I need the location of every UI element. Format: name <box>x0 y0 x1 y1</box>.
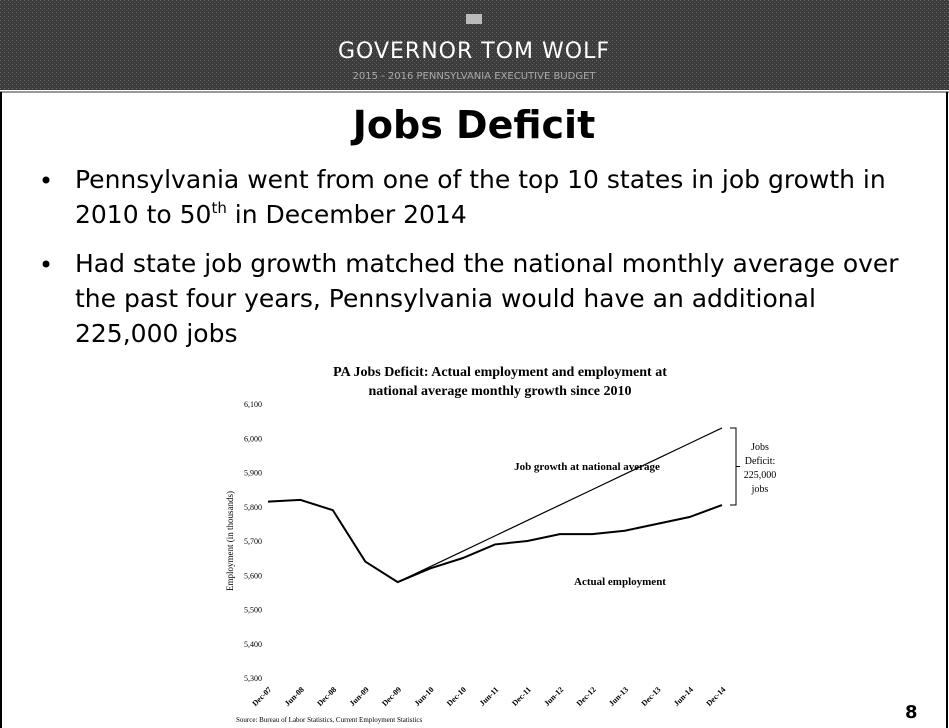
x-tick-label: Dec-08 <box>315 685 338 708</box>
x-tick-label: Dec-07 <box>250 685 273 708</box>
bullet-text: 2010 to 50 <box>75 200 211 229</box>
bullet-text: Had state job growth matched the nationa… <box>75 249 899 278</box>
deficit-label: Jobs <box>751 442 769 453</box>
page-number: 8 <box>905 702 918 723</box>
x-tick-label: Jun-09 <box>348 685 371 708</box>
x-tick-label: Jun-08 <box>283 685 306 708</box>
chart-title: PA Jobs Deficit: Actual employment and e… <box>333 365 667 380</box>
chart-source: Source: Bureau of Labor Statistics, Curr… <box>236 716 423 724</box>
x-tick-label: Dec-12 <box>575 685 598 708</box>
bullet-line: the past four years, Pennsylvania would … <box>75 284 816 313</box>
series-label-text: Job growth at national average <box>514 461 660 473</box>
x-tick-label: Jun-12 <box>542 685 565 708</box>
bullet-line: 225,000 jobs <box>75 319 237 348</box>
bullet-dot <box>42 176 50 184</box>
x-tick-label: Dec-13 <box>640 685 663 708</box>
y-tick-label: 5,500 <box>244 606 262 615</box>
series-label: Actual employment <box>574 576 666 588</box>
x-tick-label: Jun-13 <box>607 685 630 708</box>
y-tick-label: 5,400 <box>244 640 262 649</box>
y-tick-label: 5,800 <box>244 503 262 512</box>
y-axis-label: Employment (in thousands) <box>225 491 235 591</box>
y-tick-label: 5,900 <box>244 469 262 478</box>
y-tick-label: 6,000 <box>244 434 262 443</box>
deficit-label: 225,000 <box>744 470 777 481</box>
bullet-line: Pennsylvania went from one of the top 10… <box>75 165 886 194</box>
slide-title: Jobs Deficit <box>350 103 596 147</box>
x-tick-label: Jun-14 <box>672 685 695 708</box>
chart-title: national average monthly growth since 20… <box>368 384 631 399</box>
superscript: th <box>211 199 226 217</box>
x-tick-label: Dec-14 <box>704 685 727 708</box>
header-icon <box>466 14 482 24</box>
bullet-text: in December 2014 <box>227 200 467 229</box>
bullet-text: the past four years, Pennsylvania would … <box>75 284 816 313</box>
bullet-text: Pennsylvania went from one of the top 10… <box>75 165 886 194</box>
bullet-line: Had state job growth matched the nationa… <box>75 249 899 278</box>
series-label: Job growth at national average <box>514 461 660 473</box>
bullet-line: 2010 to 50th in December 2014 <box>75 199 467 229</box>
y-tick-label: 6,100 <box>244 400 262 409</box>
y-tick-label: 5,700 <box>244 537 262 546</box>
header-title: GOVERNOR TOM WOLF <box>338 39 610 64</box>
deficit-bracket <box>730 427 740 506</box>
y-tick-label: 5,300 <box>244 674 262 683</box>
x-tick-label: Dec-11 <box>510 685 533 708</box>
deficit-label: Deficit: <box>745 456 776 467</box>
series-line <box>397 427 723 583</box>
x-tick-label: Dec-10 <box>445 685 468 708</box>
y-tick-label: 5,600 <box>244 571 262 580</box>
deficit-label: jobs <box>751 484 769 495</box>
header-subtitle: 2015 - 2016 PENNSYLVANIA EXECUTIVE BUDGE… <box>352 71 596 82</box>
bullet-dot <box>42 260 50 268</box>
x-tick-label: Jun-10 <box>413 685 436 708</box>
x-tick-label: Dec-09 <box>380 685 403 708</box>
bullet-text: 225,000 jobs <box>75 319 237 348</box>
series-line <box>267 498 723 584</box>
x-tick-label: Jun-11 <box>478 685 501 708</box>
